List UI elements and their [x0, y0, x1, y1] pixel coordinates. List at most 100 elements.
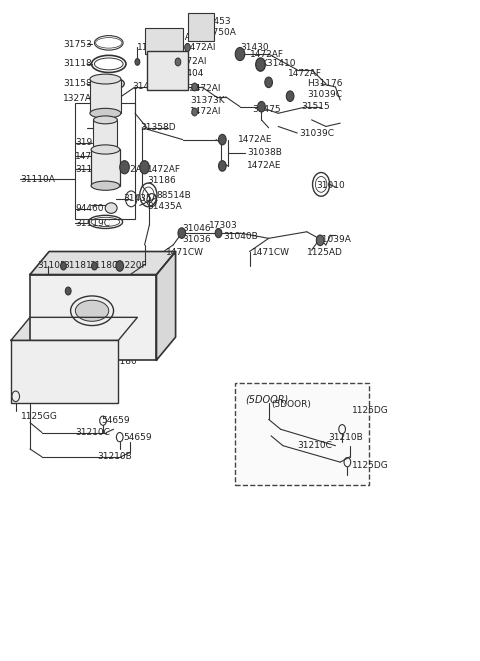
Ellipse shape [90, 74, 121, 84]
Text: 31180: 31180 [90, 262, 119, 270]
Circle shape [218, 134, 226, 145]
Text: 1472AI: 1472AI [176, 58, 207, 67]
Bar [144, 28, 183, 54]
Bar [30, 274, 156, 360]
Text: 1472AE: 1472AE [238, 135, 272, 144]
Text: 1471CW: 1471CW [166, 249, 204, 257]
Circle shape [96, 346, 102, 354]
Text: 17303: 17303 [209, 221, 238, 229]
Text: A10070: A10070 [166, 84, 201, 93]
Text: 31420C: 31420C [132, 83, 168, 91]
Text: 1327AC: 1327AC [63, 94, 98, 102]
Circle shape [60, 262, 66, 270]
Bar [75, 103, 135, 219]
Ellipse shape [91, 145, 120, 154]
Text: 31181: 31181 [68, 286, 97, 295]
Text: 1472AD: 1472AD [75, 151, 111, 161]
Text: 11407: 11407 [137, 43, 166, 52]
Bar [91, 149, 120, 186]
Text: 31158: 31158 [63, 79, 92, 88]
Text: 31210B: 31210B [328, 433, 363, 442]
Text: 31181: 31181 [63, 262, 92, 270]
Text: 31435A: 31435A [123, 194, 158, 204]
Text: 1472AE: 1472AE [247, 161, 282, 171]
Text: 31515: 31515 [301, 102, 330, 111]
Bar [94, 120, 117, 146]
Text: 1472AF: 1472AF [114, 165, 147, 174]
Circle shape [215, 229, 222, 238]
Text: 1472AI: 1472AI [185, 43, 216, 52]
Text: 31753: 31753 [63, 40, 92, 49]
Polygon shape [156, 252, 176, 360]
Text: 32404: 32404 [176, 69, 204, 78]
Circle shape [108, 358, 114, 366]
Text: 31911B: 31911B [75, 138, 110, 147]
Text: 31358D: 31358D [140, 123, 175, 132]
Circle shape [101, 358, 107, 366]
Circle shape [140, 161, 149, 174]
Circle shape [106, 94, 112, 102]
Circle shape [65, 287, 71, 295]
Text: 1125AD: 1125AD [307, 249, 343, 257]
Text: 1472AF: 1472AF [288, 69, 322, 78]
Circle shape [120, 161, 129, 174]
Text: K31410: K31410 [262, 59, 296, 69]
Circle shape [116, 260, 123, 271]
Text: 31220B: 31220B [33, 324, 67, 333]
Text: 54659: 54659 [123, 433, 152, 442]
Text: 31118: 31118 [63, 59, 92, 69]
Text: (5DOOR): (5DOOR) [271, 400, 311, 408]
Bar [147, 51, 188, 91]
Text: 31010: 31010 [316, 181, 345, 190]
Text: 31453: 31453 [202, 17, 230, 26]
Bar [188, 13, 214, 41]
Text: 31430: 31430 [240, 43, 269, 52]
Circle shape [265, 77, 273, 88]
Bar [90, 81, 120, 113]
Text: 31039C: 31039C [300, 128, 335, 137]
Text: 31039A: 31039A [316, 235, 351, 244]
Circle shape [178, 228, 186, 239]
Text: 31186: 31186 [147, 176, 176, 185]
Text: 31210B: 31210B [97, 452, 132, 461]
Text: 31119C: 31119C [75, 219, 110, 227]
Text: 31183: 31183 [44, 309, 73, 319]
Circle shape [235, 48, 245, 61]
Text: 88514B: 88514B [156, 191, 191, 200]
Text: 31036: 31036 [183, 235, 212, 244]
Text: H31176: H31176 [307, 79, 342, 88]
Text: 31039C: 31039C [307, 91, 342, 99]
Ellipse shape [94, 116, 117, 124]
Text: 31040B: 31040B [223, 232, 258, 241]
Text: 31181: 31181 [99, 346, 128, 355]
Ellipse shape [105, 203, 117, 214]
Text: 31111: 31111 [75, 165, 104, 174]
Circle shape [192, 83, 198, 91]
Text: 31210C: 31210C [297, 441, 332, 450]
Text: 1472AF: 1472AF [147, 165, 181, 174]
Text: 1125DG: 1125DG [352, 407, 389, 415]
Circle shape [92, 262, 97, 270]
Circle shape [218, 161, 226, 171]
Text: 31110A: 31110A [21, 175, 55, 184]
Text: 31435A: 31435A [147, 202, 182, 212]
FancyBboxPatch shape [235, 383, 369, 485]
Text: 1472AI: 1472AI [190, 108, 221, 116]
Circle shape [185, 44, 191, 52]
Text: 54659: 54659 [102, 416, 130, 425]
Ellipse shape [90, 108, 121, 118]
Text: 1125GG: 1125GG [22, 412, 58, 420]
Text: 31375A: 31375A [156, 33, 192, 42]
Circle shape [256, 58, 265, 71]
Text: 31105: 31105 [37, 262, 66, 270]
Ellipse shape [75, 300, 109, 321]
Text: 31180: 31180 [109, 357, 137, 366]
Text: 1125DG: 1125DG [352, 461, 389, 470]
Circle shape [175, 58, 181, 66]
Text: 31046: 31046 [183, 224, 211, 233]
Text: 31220F: 31220F [114, 262, 147, 270]
Circle shape [286, 91, 294, 101]
Circle shape [258, 101, 265, 112]
Ellipse shape [91, 181, 120, 190]
Text: 94460: 94460 [75, 204, 104, 214]
